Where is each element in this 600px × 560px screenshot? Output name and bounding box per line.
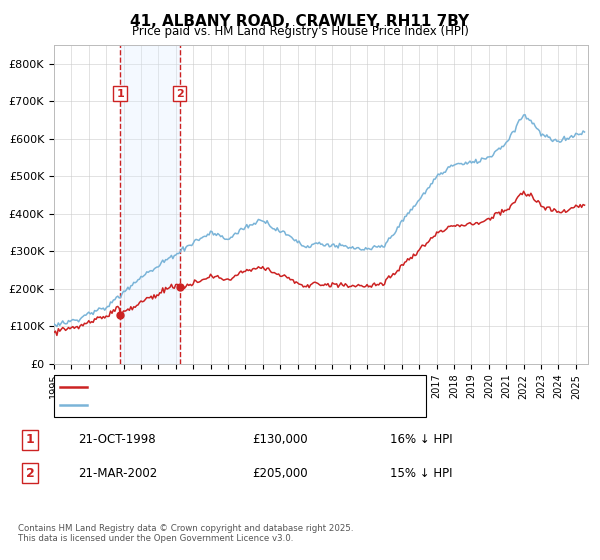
Text: £205,000: £205,000 [252, 466, 308, 480]
Text: 16% ↓ HPI: 16% ↓ HPI [390, 433, 452, 446]
Text: 2: 2 [26, 466, 34, 480]
Text: HPI: Average price, detached house, Crawley: HPI: Average price, detached house, Craw… [93, 400, 328, 410]
Text: £130,000: £130,000 [252, 433, 308, 446]
Text: 21-MAR-2002: 21-MAR-2002 [78, 466, 157, 480]
Text: 41, ALBANY ROAD, CRAWLEY, RH11 7BY: 41, ALBANY ROAD, CRAWLEY, RH11 7BY [130, 14, 470, 29]
Text: 1: 1 [116, 88, 124, 99]
Text: Contains HM Land Registry data © Crown copyright and database right 2025.
This d: Contains HM Land Registry data © Crown c… [18, 524, 353, 543]
Text: 41, ALBANY ROAD, CRAWLEY, RH11 7BY (detached house): 41, ALBANY ROAD, CRAWLEY, RH11 7BY (deta… [93, 382, 396, 392]
Bar [120, 45, 179, 364]
Text: 21-OCT-1998: 21-OCT-1998 [78, 433, 155, 446]
Text: Price paid vs. HM Land Registry's House Price Index (HPI): Price paid vs. HM Land Registry's House … [131, 25, 469, 38]
Text: 1: 1 [26, 433, 34, 446]
Text: 2: 2 [176, 88, 184, 99]
Text: 15% ↓ HPI: 15% ↓ HPI [390, 466, 452, 480]
